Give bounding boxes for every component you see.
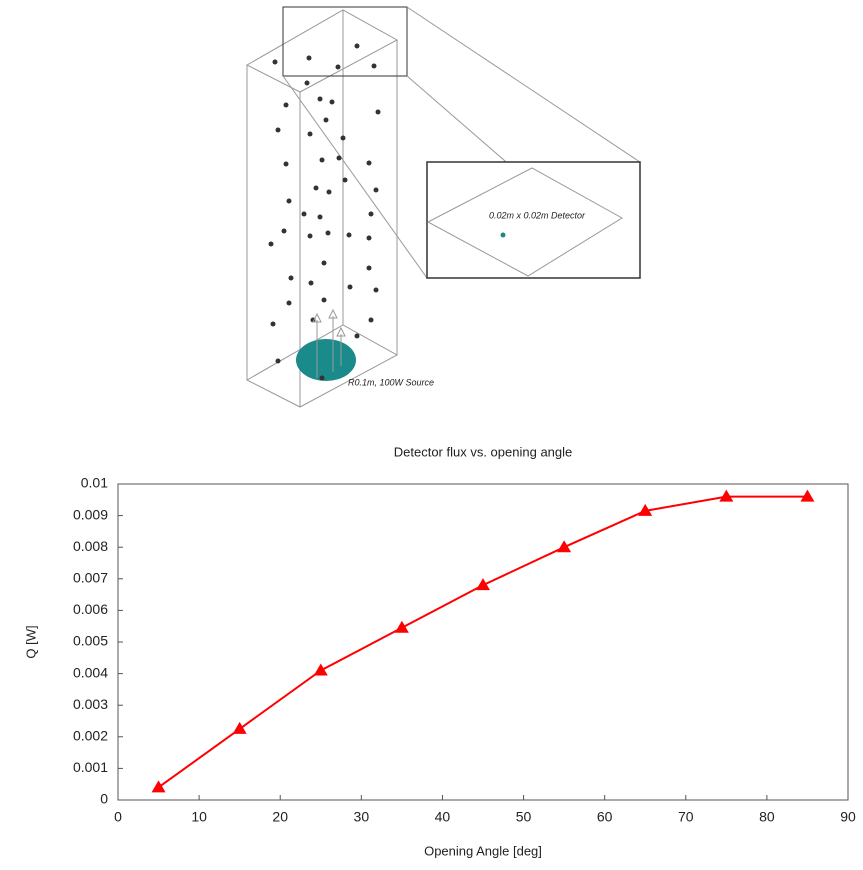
x-tick-label: 90 [840, 809, 856, 825]
zoom-line [406, 6, 641, 163]
x-tick-label: 10 [191, 809, 207, 825]
y-tick-label: 0.009 [73, 506, 108, 522]
arrows [312, 308, 346, 378]
y-tick-label: 0.004 [73, 664, 108, 680]
y-tick-label: 0.002 [73, 728, 108, 744]
x-tick-label: 60 [597, 809, 613, 825]
y-tick-label: 0.006 [73, 601, 108, 617]
marker [313, 663, 328, 676]
chart-title: Detector flux vs. opening angle [394, 444, 573, 459]
plot-frame [117, 483, 849, 801]
source-label: R0.1m, 100W Source [348, 377, 434, 387]
y-axis-label: Q [W] [23, 625, 38, 658]
x-tick-label: 0 [114, 809, 122, 825]
y-tick-label: 0 [100, 791, 108, 807]
y-tick-label: 0.001 [73, 759, 108, 775]
y-tick-label: 0.003 [73, 696, 108, 712]
x-tick-label: 20 [272, 809, 288, 825]
y-tick-label: 0.008 [73, 538, 108, 554]
detector-label: 0.02m x 0.02m Detector [489, 210, 586, 220]
zoom-line [282, 75, 428, 279]
zoom-box [282, 6, 408, 77]
y-tick-label: 0.007 [73, 570, 108, 586]
x-tick-label: 80 [759, 809, 775, 825]
marker [232, 721, 247, 734]
x-axis-label: Opening Angle [deg] [424, 843, 542, 858]
marker [394, 620, 409, 633]
diagram: 0.02m x 0.02m Detector R0.1m, 100W Sourc… [245, 6, 641, 408]
y-tick-label: 0.005 [73, 633, 108, 649]
marker [800, 489, 815, 502]
box-top [245, 9, 399, 93]
source [296, 339, 356, 381]
x-tick-label: 40 [435, 809, 451, 825]
inset-plane [426, 167, 623, 277]
series-line [157, 495, 808, 789]
x-tick-label: 70 [678, 809, 694, 825]
detector [500, 232, 506, 238]
y-tick-label: 0.01 [81, 475, 108, 491]
inset-box [426, 161, 641, 279]
particles [268, 43, 381, 364]
x-tick-label: 30 [354, 809, 370, 825]
marker [719, 489, 734, 502]
marker [557, 540, 572, 553]
x-tick-label: 50 [516, 809, 532, 825]
marker [638, 503, 653, 516]
marker [151, 780, 166, 793]
marker [476, 578, 490, 591]
